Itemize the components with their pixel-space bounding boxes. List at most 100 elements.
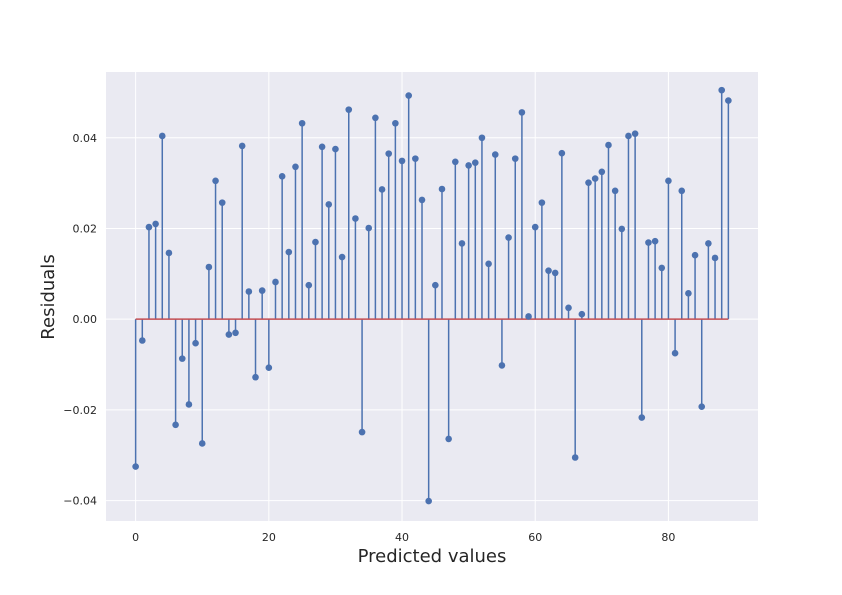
data-point-27 xyxy=(312,238,319,246)
data-point-34 xyxy=(358,428,366,436)
data-point-3 xyxy=(152,220,159,228)
data-point-58 xyxy=(518,109,526,116)
data-point-13 xyxy=(218,199,226,206)
data-point-50 xyxy=(465,162,472,169)
data-point-71 xyxy=(605,141,612,149)
data-point-39 xyxy=(392,119,399,127)
data-point-11 xyxy=(205,263,213,271)
data-point-14 xyxy=(225,331,233,338)
data-point-9 xyxy=(192,339,199,347)
data-point-60 xyxy=(531,223,539,231)
data-point-23 xyxy=(285,248,293,256)
data-point-6 xyxy=(172,421,179,429)
data-point-67 xyxy=(578,310,586,318)
data-point-49 xyxy=(458,240,466,247)
data-point-12 xyxy=(212,177,219,185)
data-point-10 xyxy=(198,440,206,447)
y-tick-label: 0.04 xyxy=(73,132,98,145)
data-point-81 xyxy=(671,349,679,357)
data-point-31 xyxy=(338,253,346,261)
data-point-86 xyxy=(705,240,712,247)
data-point-36 xyxy=(372,114,379,122)
data-point-18 xyxy=(252,373,259,381)
data-point-74 xyxy=(625,132,632,140)
data-point-51 xyxy=(471,159,479,167)
data-point-62 xyxy=(545,267,552,274)
data-point-64 xyxy=(558,149,566,157)
data-point-87 xyxy=(711,254,719,262)
data-point-85 xyxy=(698,403,706,411)
data-point-55 xyxy=(498,362,506,369)
data-point-5 xyxy=(165,249,173,257)
y-tick-label: 0.00 xyxy=(73,313,98,326)
data-point-78 xyxy=(651,237,659,245)
data-point-68 xyxy=(585,179,592,186)
data-markers xyxy=(132,86,732,505)
data-point-61 xyxy=(538,199,546,206)
data-point-89 xyxy=(725,97,732,104)
y-axis-label: Residuals xyxy=(38,254,59,339)
x-tick-label: 80 xyxy=(661,531,675,544)
data-point-83 xyxy=(685,290,692,297)
data-point-7 xyxy=(178,355,186,362)
x-tick-label: 20 xyxy=(262,531,276,544)
data-point-28 xyxy=(318,143,326,151)
data-point-84 xyxy=(691,251,699,259)
y-tick-label: −0.02 xyxy=(63,404,97,417)
data-point-16 xyxy=(238,142,246,150)
x-axis-label: Predicted values xyxy=(358,546,507,567)
data-point-37 xyxy=(378,186,386,193)
data-point-46 xyxy=(438,185,446,193)
data-point-79 xyxy=(658,264,666,272)
data-point-82 xyxy=(678,187,686,195)
data-point-65 xyxy=(565,304,572,312)
x-tick-label: 60 xyxy=(528,531,542,544)
y-axis-ticks: −0.04 −0.02 0.00 0.02 0.04 xyxy=(63,132,97,508)
data-point-29 xyxy=(325,201,333,208)
data-point-56 xyxy=(505,234,512,241)
data-point-73 xyxy=(618,225,626,233)
data-point-32 xyxy=(345,106,353,113)
data-point-69 xyxy=(591,175,599,182)
data-point-20 xyxy=(265,364,273,372)
data-point-15 xyxy=(232,329,239,337)
data-point-4 xyxy=(158,132,166,140)
data-point-24 xyxy=(292,163,299,171)
data-point-63 xyxy=(551,269,559,277)
data-point-47 xyxy=(445,435,452,443)
data-point-21 xyxy=(272,278,279,286)
data-point-66 xyxy=(571,454,579,461)
y-tick-label: −0.04 xyxy=(63,495,97,508)
data-point-41 xyxy=(405,92,412,99)
data-point-25 xyxy=(298,119,306,127)
data-point-19 xyxy=(258,287,266,294)
data-point-8 xyxy=(185,401,193,408)
data-point-1 xyxy=(138,337,146,344)
data-point-35 xyxy=(365,224,373,232)
data-point-88 xyxy=(718,86,726,94)
y-tick-label: 0.02 xyxy=(73,222,98,235)
data-point-80 xyxy=(665,177,672,185)
stem-lines xyxy=(134,90,730,502)
data-point-53 xyxy=(485,260,492,268)
data-point-17 xyxy=(245,288,253,295)
data-point-40 xyxy=(398,157,406,165)
data-point-42 xyxy=(412,155,419,162)
data-point-0 xyxy=(132,463,139,470)
plot-area-background xyxy=(106,72,758,521)
data-point-52 xyxy=(478,134,486,142)
data-point-33 xyxy=(352,215,359,222)
data-point-22 xyxy=(278,173,286,180)
data-point-30 xyxy=(332,145,339,153)
data-point-72 xyxy=(611,187,619,195)
data-point-76 xyxy=(638,414,646,421)
data-point-77 xyxy=(645,239,652,246)
data-point-57 xyxy=(511,155,519,162)
x-axis-ticks: 0 20 40 60 80 xyxy=(132,531,675,544)
data-point-26 xyxy=(305,281,313,289)
x-tick-label: 40 xyxy=(395,531,409,544)
data-point-43 xyxy=(418,196,426,204)
data-point-44 xyxy=(425,497,432,505)
data-point-38 xyxy=(385,150,393,157)
